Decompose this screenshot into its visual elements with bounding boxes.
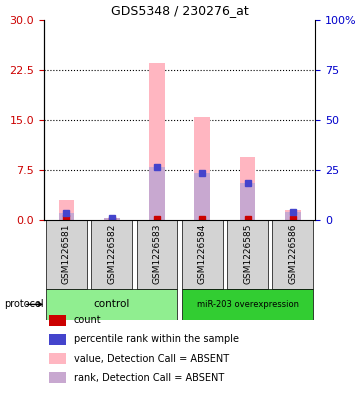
FancyBboxPatch shape xyxy=(182,220,223,289)
FancyBboxPatch shape xyxy=(227,220,268,289)
Bar xyxy=(240,183,256,220)
FancyBboxPatch shape xyxy=(136,220,177,289)
Bar xyxy=(149,63,165,220)
Bar xyxy=(49,372,66,383)
Bar xyxy=(194,173,210,220)
Bar xyxy=(194,117,210,220)
FancyBboxPatch shape xyxy=(46,220,87,289)
Bar xyxy=(149,167,165,220)
Text: GSM1226582: GSM1226582 xyxy=(107,224,116,284)
Bar xyxy=(240,156,256,220)
Bar xyxy=(49,315,66,326)
Text: protocol: protocol xyxy=(4,299,44,309)
Text: value, Detection Call = ABSENT: value, Detection Call = ABSENT xyxy=(74,354,229,364)
Bar xyxy=(58,213,74,220)
Text: GSM1226585: GSM1226585 xyxy=(243,224,252,284)
Bar xyxy=(285,210,301,220)
Bar xyxy=(49,353,66,364)
Text: count: count xyxy=(74,315,101,325)
Bar xyxy=(104,218,119,220)
Text: GSM1226583: GSM1226583 xyxy=(152,224,161,284)
Text: miR-203 overexpression: miR-203 overexpression xyxy=(196,300,299,309)
Bar xyxy=(285,212,301,220)
Text: GSM1226581: GSM1226581 xyxy=(62,224,71,284)
FancyBboxPatch shape xyxy=(182,289,313,320)
Text: control: control xyxy=(93,299,130,309)
Bar xyxy=(58,200,74,220)
Text: GSM1226586: GSM1226586 xyxy=(288,224,297,284)
Text: GSM1226584: GSM1226584 xyxy=(198,224,207,284)
FancyBboxPatch shape xyxy=(273,220,313,289)
Text: rank, Detection Call = ABSENT: rank, Detection Call = ABSENT xyxy=(74,373,224,383)
Bar xyxy=(49,334,66,345)
FancyBboxPatch shape xyxy=(91,220,132,289)
Text: percentile rank within the sample: percentile rank within the sample xyxy=(74,334,239,344)
Title: GDS5348 / 230276_at: GDS5348 / 230276_at xyxy=(111,4,248,17)
FancyBboxPatch shape xyxy=(46,289,177,320)
